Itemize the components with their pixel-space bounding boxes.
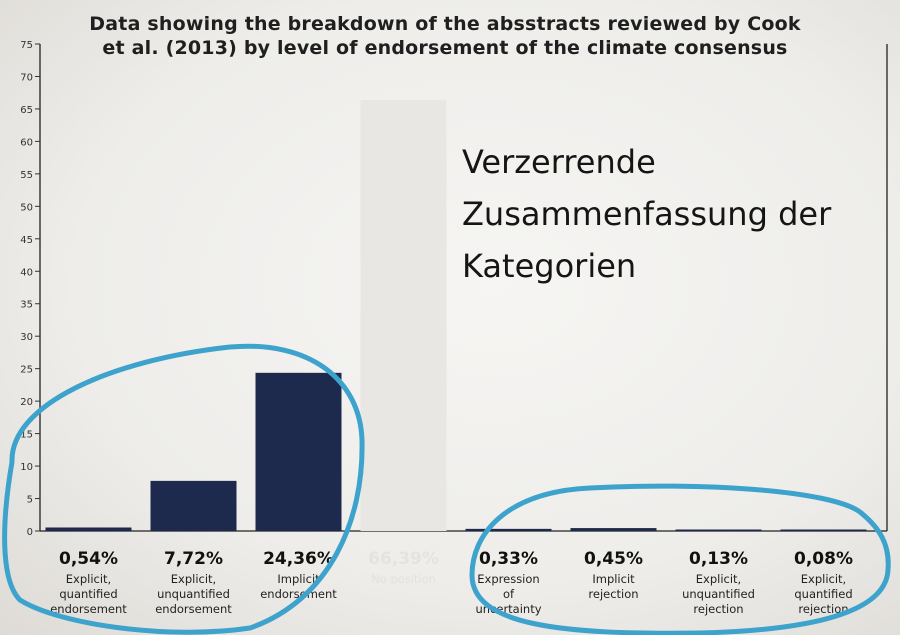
y-tick-label: 35 (20, 300, 33, 311)
category-label: rejection (588, 587, 638, 601)
category-label: quantified (59, 587, 117, 601)
overlay-line-3: Kategorien (462, 247, 637, 285)
y-tick-label: 75 (20, 40, 33, 51)
y-tick-label: 45 (20, 235, 33, 246)
overlay-line-2: Zusammenfassung der (462, 195, 832, 233)
category-label: Implicit (277, 572, 320, 586)
category-label: unquantified (157, 587, 230, 601)
bar-value-label: 0,54% (59, 549, 118, 569)
y-tick-label: 15 (20, 430, 33, 441)
category-label: endorsement (155, 602, 232, 616)
bar-value-label: 0,45% (584, 549, 643, 569)
category-label: of (503, 587, 515, 601)
category-label: No position (371, 572, 436, 586)
bar-value-label: 7,72% (164, 549, 223, 569)
category-label: endorsement (260, 587, 337, 601)
category-label: Explicit, (171, 572, 216, 586)
y-tick-label: 40 (20, 267, 33, 278)
category-label: Expression (477, 572, 539, 586)
chart-title: Data showing the breakdown of the absstr… (60, 12, 830, 60)
overlay-annotation: Verzerrende Zusammenfassung der Kategori… (462, 136, 831, 292)
bar-value-label: 66,39% (368, 549, 439, 569)
category-label: Explicit, (801, 572, 846, 586)
bar-value-label: 0,33% (479, 549, 538, 569)
y-tick-label: 30 (20, 332, 33, 343)
bar (150, 480, 237, 531)
category-label: quantified (794, 587, 852, 601)
overlay-line-1: Verzerrende (462, 143, 656, 181)
category-label: unquantified (682, 587, 755, 601)
bar-value-label: 0,08% (794, 549, 853, 569)
category-label: Explicit, (696, 572, 741, 586)
bar (780, 529, 867, 531)
y-tick-label: 10 (20, 462, 33, 473)
category-label: rejection (798, 602, 848, 616)
category-label: rejection (693, 602, 743, 616)
bar (465, 528, 552, 531)
bar-value-label: 0,13% (689, 549, 748, 569)
y-tick-label: 25 (20, 365, 33, 376)
bar (675, 529, 762, 531)
bar (255, 372, 342, 531)
category-label: Explicit, (66, 572, 111, 586)
y-tick-label: 70 (20, 72, 33, 83)
y-tick-label: 50 (20, 202, 33, 213)
y-tick-label: 65 (20, 105, 33, 116)
bar (570, 528, 657, 531)
bar-value-label: 24,36% (263, 549, 334, 569)
right-highlight-circle (469, 483, 891, 635)
bar (45, 527, 132, 531)
category-label: Implicit (592, 572, 635, 586)
chart-title-line-2: et al. (2013) by level of endorsement of… (102, 37, 788, 59)
y-tick-label: 60 (20, 137, 33, 148)
bar (360, 99, 447, 532)
left-highlight-circle (2, 343, 365, 635)
y-tick-label: 0 (27, 527, 33, 538)
y-tick-label: 55 (20, 170, 33, 181)
y-tick-label: 5 (27, 495, 33, 506)
category-label: endorsement (50, 602, 127, 616)
chart-title-line-1: Data showing the breakdown of the absstr… (89, 13, 801, 35)
y-tick-label: 20 (20, 397, 33, 408)
